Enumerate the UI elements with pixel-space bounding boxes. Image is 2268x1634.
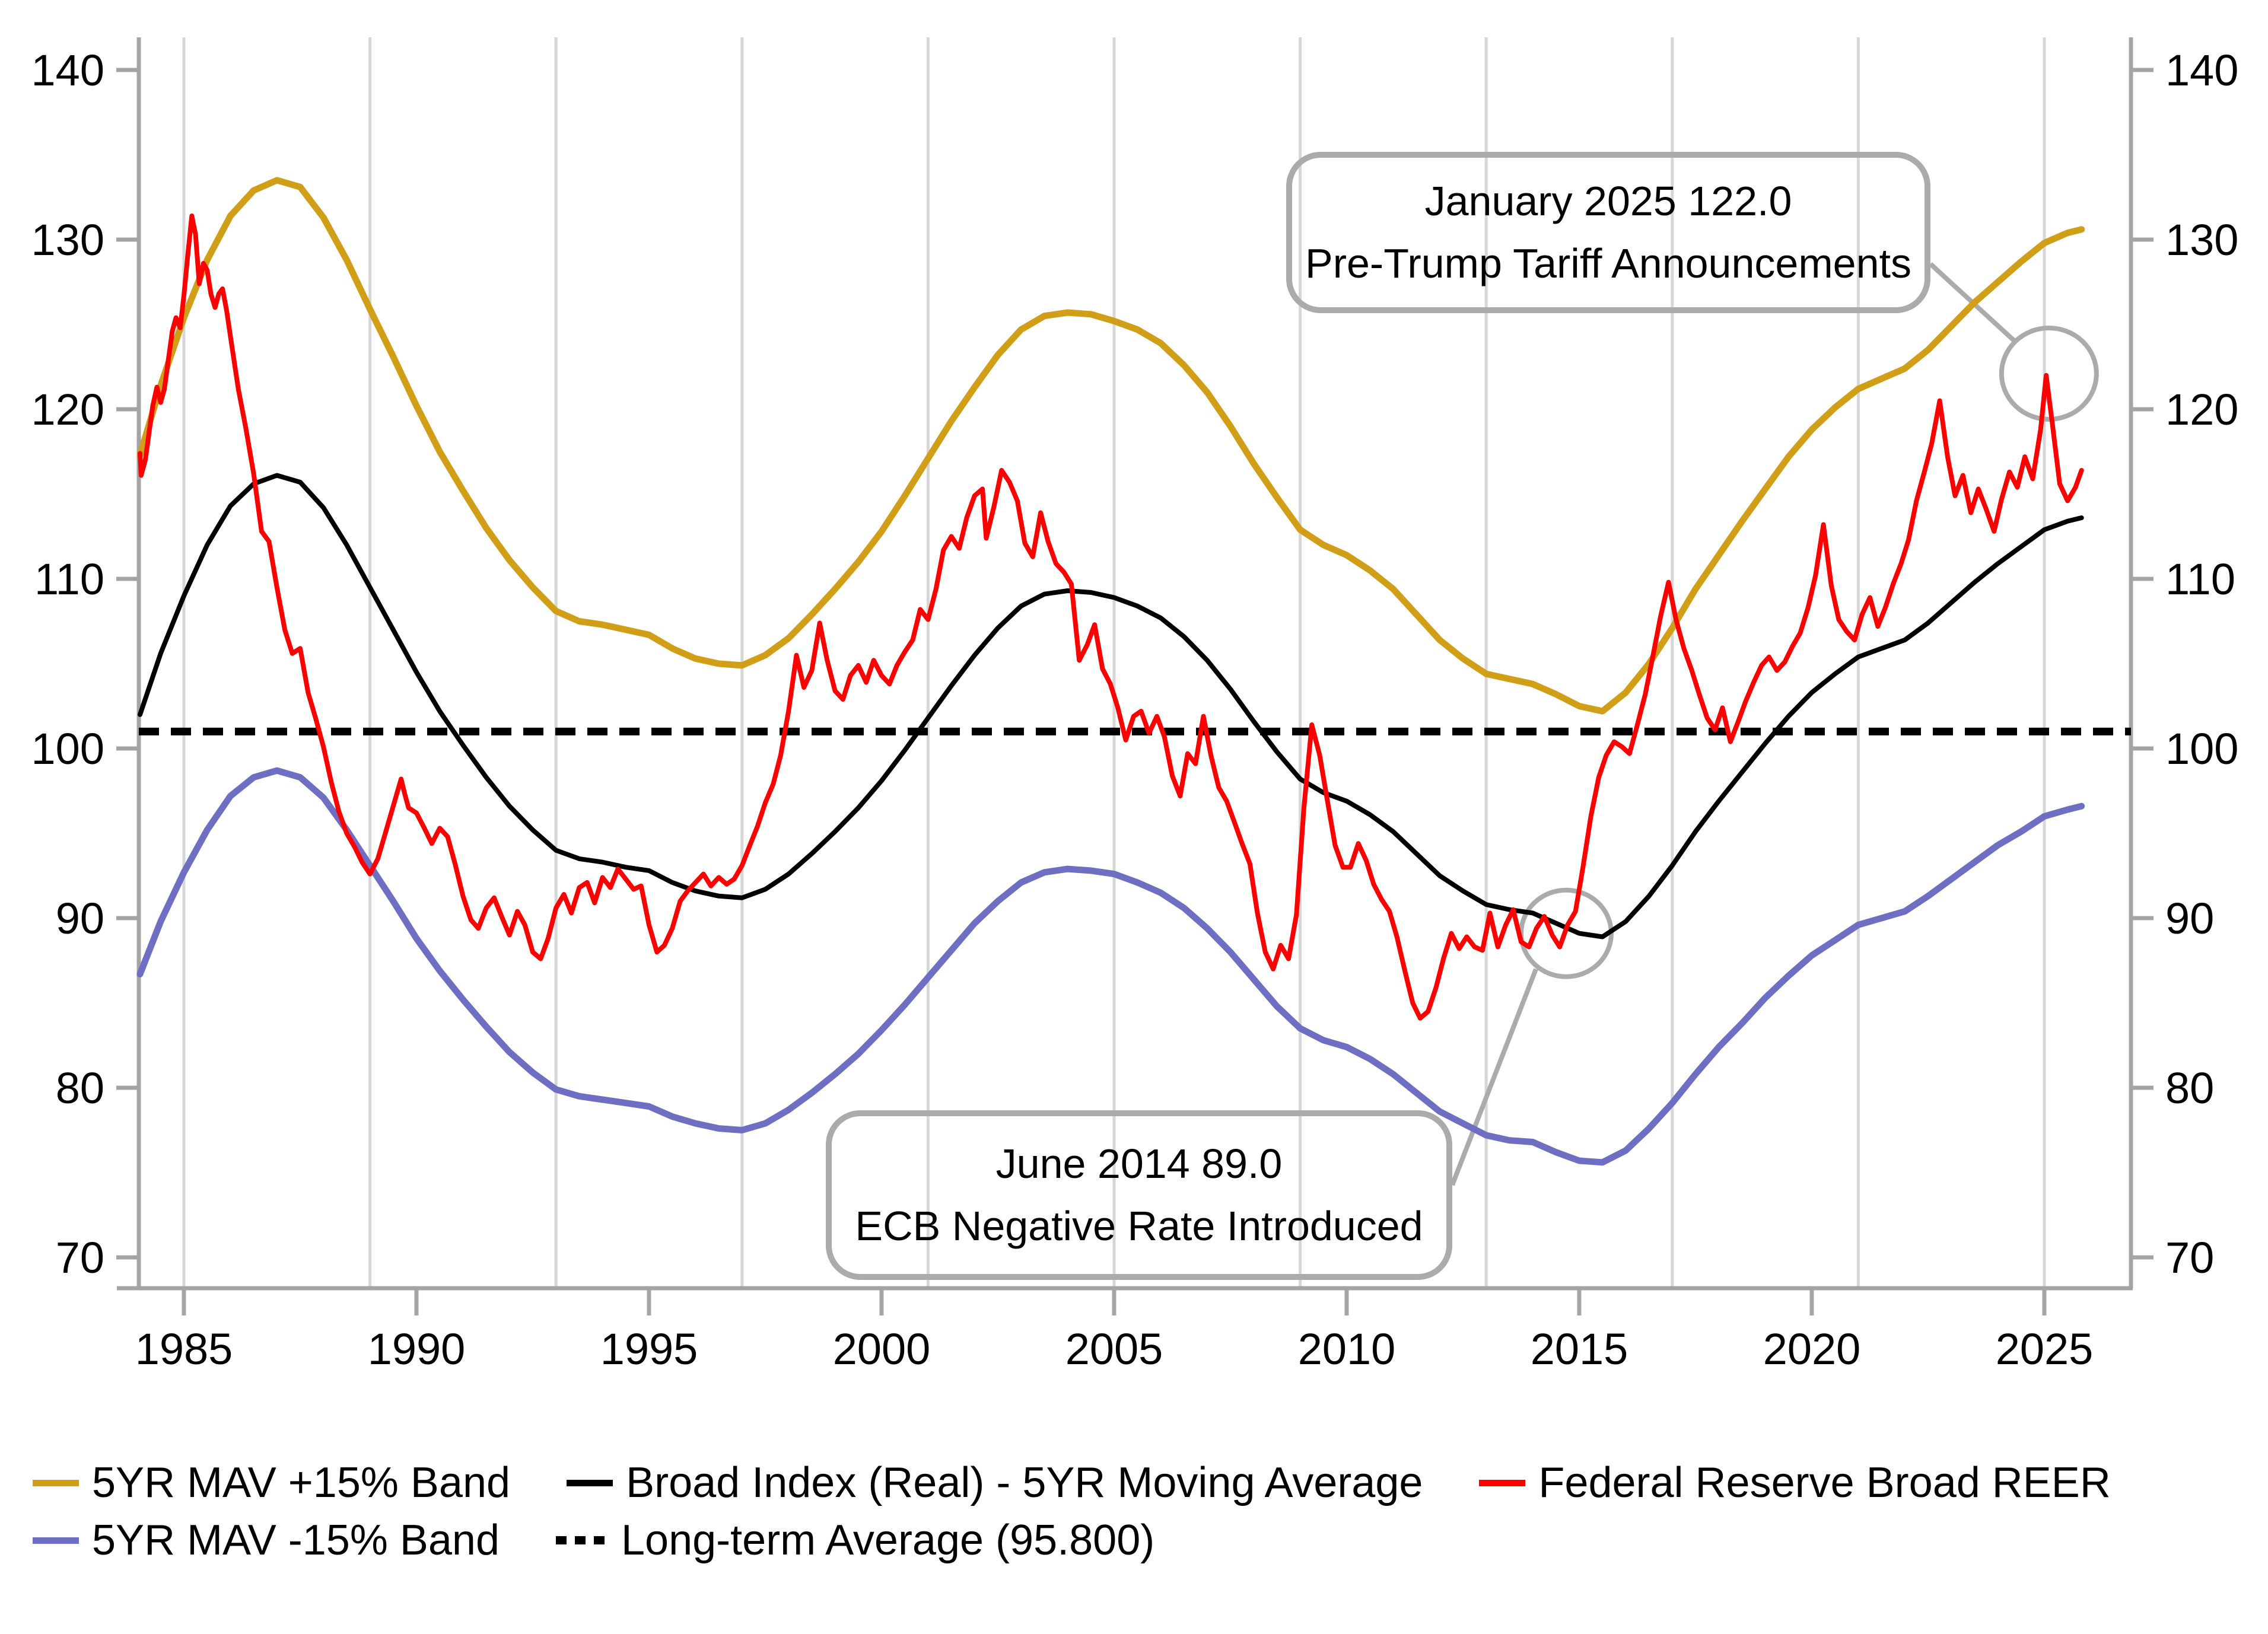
y-axis-label-right-120: 120 <box>2165 385 2238 434</box>
legend-item-5yr-mav-minus-15-band: 5YR MAV -15% Band <box>33 1516 500 1565</box>
series-broad-index-real-5yr-moving-average-line <box>138 473 2084 939</box>
legend-label: 5YR MAV -15% Band <box>92 1517 500 1564</box>
annotation-jan-2025-value: January 2025 122.0 <box>1424 178 1792 224</box>
x-axis-label-2005: 2005 <box>1065 1324 1163 1374</box>
legend-label: Long-term Average (95.800) <box>621 1517 1155 1564</box>
annotation-circle-0 <box>1999 325 2099 422</box>
annotation-graphics <box>1450 262 2099 1186</box>
y-axis-label-left-110: 110 <box>34 555 104 604</box>
y-tick-labels: 70 70 80 80 90 90 100 100 110 110 120 120 130 130 140 1… <box>31 46 2239 1282</box>
legend-swatch-dotted-line <box>556 1536 608 1544</box>
x-axis-label-1990: 1990 <box>368 1324 466 1374</box>
x-tick-labels: 1985 1990 1995 2000 2005 2010 2015 2020 2025 <box>135 1288 2094 1374</box>
legend-swatch-red-line <box>1479 1479 1526 1486</box>
y-axis-label-right-70: 70 <box>2165 1233 2214 1282</box>
legend-row-2: 5YR MAV -15% Band Long-term Average (95.… <box>33 1514 1154 1567</box>
y-axis-label-left-80: 80 <box>56 1063 104 1113</box>
legend-row-1: 5YR MAV +15% Band Broad Index (Real) - 5… <box>33 1456 2111 1509</box>
annotation-june-2014-value: June 2014 89.0 <box>995 1141 1283 1187</box>
y-axis-label-left-70: 70 <box>56 1233 104 1282</box>
y-axis-label-right-140: 140 <box>2165 46 2238 95</box>
legend-item-broad-index-real-5yr-moving-average: Broad Index (Real) - 5YR Moving Average <box>567 1458 1423 1507</box>
y-axis-label-left-140: 140 <box>31 46 104 95</box>
series-federal-reserve-broad-reer-line <box>138 214 2084 1021</box>
y-axis-label-left-90: 90 <box>56 894 104 943</box>
annotation-callout-jan-2025: January 2025 122.0 Pre-Trump Tariff Anno… <box>1286 152 1930 313</box>
y-axis-label-right-100: 100 <box>2165 724 2238 773</box>
y-axis-label-right-110: 110 <box>2165 555 2235 604</box>
legend-swatch-blue-line <box>33 1537 79 1544</box>
y-axis-label-left-120: 120 <box>31 385 104 434</box>
legend-swatch-black-line <box>567 1479 613 1486</box>
x-axis-label-1985: 1985 <box>135 1324 233 1374</box>
legend-item-5yr-mav-plus-15-band: 5YR MAV +15% Band <box>33 1458 510 1507</box>
y-axis-label-left-130: 130 <box>31 215 104 265</box>
legend-item-long-term-average: Long-term Average (95.800) <box>556 1516 1154 1565</box>
y-axis-label-right-80: 80 <box>2165 1063 2214 1113</box>
annotation-callout-june-2014: June 2014 89.0 ECB Negative Rate Introdu… <box>826 1110 1452 1280</box>
x-axis-label-2025: 2025 <box>1996 1324 2094 1374</box>
legend-swatch-gold-line <box>33 1479 79 1486</box>
annotation-jan-2025-text: Pre-Trump Tariff Announcements <box>1305 240 1911 286</box>
legend-label: Broad Index (Real) - 5YR Moving Average <box>626 1459 1423 1506</box>
annotation-leader-1 <box>1450 968 1538 1186</box>
y-axis-label-left-100: 100 <box>31 724 104 773</box>
x-axis-label-2020: 2020 <box>1763 1324 1861 1374</box>
x-axis-label-2000: 2000 <box>833 1324 931 1374</box>
legend-item-federal-reserve-broad-reer: Federal Reserve Broad REER <box>1479 1458 2111 1507</box>
axes <box>117 37 2133 1291</box>
y-axis-label-right-90: 90 <box>2165 894 2214 943</box>
series-5yr-mav-minus-15-band-line <box>136 767 2085 1166</box>
y-axis-label-right-130: 130 <box>2165 215 2238 265</box>
legend-label: Federal Reserve Broad REER <box>1538 1459 2111 1506</box>
x-axis-label-2010: 2010 <box>1298 1324 1396 1374</box>
x-axis-label-2015: 2015 <box>1531 1324 1628 1374</box>
legend-label: 5YR MAV +15% Band <box>92 1459 511 1506</box>
annotation-june-2014-text: ECB Negative Rate Introduced <box>855 1203 1423 1249</box>
series-5yr-mav-plus-15-band-line <box>136 177 2085 715</box>
x-axis-label-1995: 1995 <box>600 1324 698 1374</box>
